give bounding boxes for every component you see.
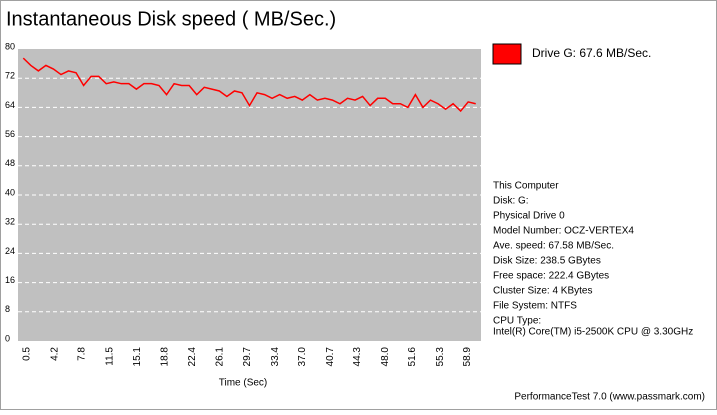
info-line: Model Number: OCZ-VERTEX4	[493, 226, 634, 237]
info-line: Physical Drive 0	[493, 211, 565, 222]
y-tick-label: 72	[5, 71, 15, 81]
x-tick-label: 26.1	[215, 347, 226, 367]
x-tick-label: 40.7	[325, 347, 336, 367]
footer: PerformanceTest 7.0 (www.passmark.com)	[514, 392, 705, 403]
legend-label: Drive G: 67.6 MB/Sec.	[532, 46, 651, 60]
x-tick-label: 0.5	[22, 347, 33, 361]
x-tick-label: 4.2	[50, 347, 61, 361]
y-tick-label: 56	[5, 129, 15, 139]
x-tick-label: 22.4	[187, 347, 198, 367]
x-axis-label: Time (Sec)	[219, 378, 268, 389]
info-line: Disk: G:	[493, 196, 529, 207]
info-line: This Computer	[493, 181, 559, 192]
y-tick-label: 8	[5, 304, 10, 314]
info-line: Disk Size: 238.5 GBytes	[493, 256, 601, 267]
x-tick-label: 58.9	[462, 347, 473, 367]
y-tick-label: 80	[5, 41, 15, 51]
x-tick-label: 48.0	[380, 347, 391, 367]
y-tick-label: 16	[5, 275, 15, 285]
x-tick-label: 33.4	[270, 347, 281, 367]
x-tick-label: 44.3	[352, 347, 363, 367]
info-line: Intel(R) Core(TM) i5-2500K CPU @ 3.30GHz	[493, 327, 693, 338]
x-tick-label: 11.5	[105, 347, 116, 366]
x-tick-label: 37.0	[297, 347, 308, 367]
data-line	[22, 57, 476, 113]
y-tick-label: 24	[5, 246, 15, 256]
y-tick-label: 40	[5, 187, 15, 197]
x-tick-label: 29.7	[242, 347, 253, 367]
y-tick-label: 32	[5, 217, 15, 227]
y-tick-label: 64	[5, 100, 15, 110]
info-line: Free space: 222.4 GBytes	[493, 271, 609, 282]
x-tick-label: 7.8	[77, 347, 88, 361]
x-tick-label: 15.1	[132, 347, 143, 367]
legend-swatch	[492, 43, 522, 65]
y-tick-label: 0	[5, 333, 10, 343]
info-line: File System: NTFS	[493, 301, 577, 312]
x-tick-label: 18.8	[160, 347, 171, 367]
info-line: CPU Type:	[493, 316, 541, 327]
info-line: Ave. speed: 67.58 MB/Sec.	[493, 241, 614, 252]
y-tick-label: 48	[5, 158, 15, 168]
chart-title: Instantaneous Disk speed ( MB/Sec.)	[6, 8, 336, 30]
info-line: Cluster Size: 4 KBytes	[493, 286, 592, 297]
x-tick-label: 51.6	[407, 347, 418, 367]
x-tick-label: 55.3	[435, 347, 446, 367]
